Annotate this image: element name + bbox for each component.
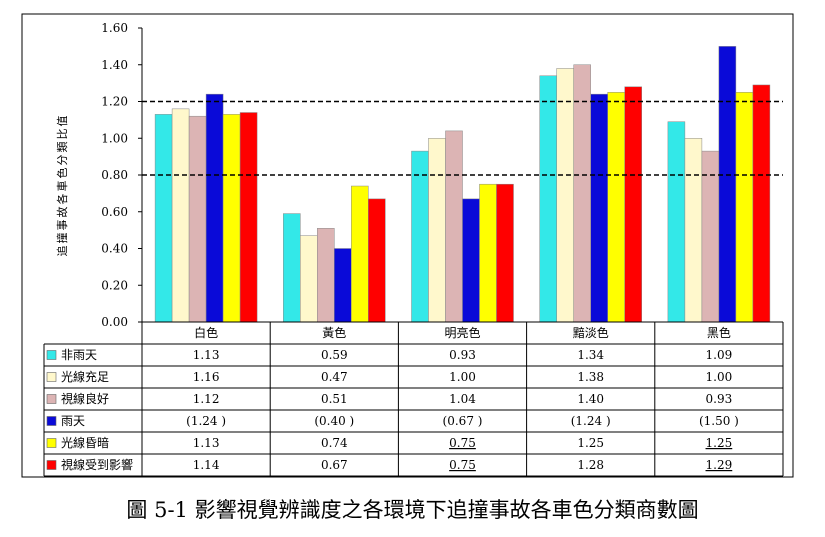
category-label: 黯淡色 bbox=[573, 325, 609, 340]
bar-3-1 bbox=[188, 115, 207, 323]
data-label: (1.50 ) bbox=[699, 414, 739, 428]
data-label: 0.51 bbox=[321, 392, 348, 406]
data-label: 0.75 bbox=[449, 436, 476, 450]
y-tick-label: 1.20 bbox=[101, 95, 128, 109]
data-label: 0.93 bbox=[449, 348, 476, 362]
bar-2-3 bbox=[428, 138, 446, 323]
bar-4-1 bbox=[205, 93, 224, 323]
category-label: 明亮色 bbox=[444, 325, 480, 340]
chart-frame bbox=[21, 13, 794, 478]
data-label: 1.16 bbox=[193, 370, 220, 384]
y-tick-label: 1.00 bbox=[101, 131, 128, 145]
data-label: 1.29 bbox=[706, 458, 733, 472]
category-label: 黑色 bbox=[707, 326, 731, 340]
data-label: (1.24 ) bbox=[186, 414, 226, 428]
data-label: 1.00 bbox=[706, 370, 733, 384]
bar-2-5 bbox=[684, 138, 703, 323]
data-label: (1.24 ) bbox=[571, 414, 611, 428]
bar-2-4 bbox=[556, 68, 574, 323]
legend-label: 非雨天 bbox=[61, 348, 97, 362]
data-label: 1.14 bbox=[193, 458, 220, 472]
legend-label: 光線昏暗 bbox=[61, 435, 109, 450]
data-label: 0.93 bbox=[706, 392, 733, 406]
bar-1-2 bbox=[283, 213, 301, 323]
bar-6-4 bbox=[624, 86, 642, 323]
data-label: 1.00 bbox=[449, 370, 476, 384]
y-axis-title: 追撞事故各車色分類比值 bbox=[55, 114, 69, 257]
bar-3-3 bbox=[445, 130, 463, 323]
y-tick-label: 0.80 bbox=[101, 168, 128, 182]
data-label: (0.67 ) bbox=[443, 414, 483, 428]
data-label: 1.04 bbox=[449, 392, 476, 406]
y-tick-label: 1.60 bbox=[101, 21, 128, 35]
bar-1-4 bbox=[539, 75, 557, 323]
bar-4-5 bbox=[718, 46, 737, 323]
data-label: 0.47 bbox=[321, 370, 348, 384]
legend-label: 光線充足 bbox=[61, 369, 109, 384]
data-label: 1.34 bbox=[577, 348, 604, 362]
legend-label: 雨天 bbox=[61, 414, 85, 428]
data-label: 1.40 bbox=[577, 392, 604, 406]
legend-swatch bbox=[46, 460, 57, 470]
y-tick-label: 0.40 bbox=[101, 242, 128, 256]
bar-6-2 bbox=[368, 198, 386, 323]
category-label: 黃色 bbox=[322, 326, 346, 340]
bar-4-2 bbox=[334, 248, 352, 323]
data-label: 1.25 bbox=[577, 436, 604, 450]
legend-swatch bbox=[46, 394, 57, 404]
data-label: 0.74 bbox=[321, 436, 348, 450]
bar-1-1 bbox=[154, 114, 173, 323]
y-tick-label: 0.20 bbox=[101, 278, 128, 292]
legend-swatch bbox=[46, 438, 57, 448]
bar-1-5 bbox=[667, 121, 686, 323]
data-label: 0.59 bbox=[321, 348, 348, 362]
legend-swatch bbox=[46, 372, 57, 382]
legend-label: 視線受到影響 bbox=[61, 457, 133, 472]
data-label: (0.40 ) bbox=[314, 414, 354, 428]
bar-5-1 bbox=[222, 114, 241, 323]
legend-swatch bbox=[46, 416, 57, 426]
legend-swatch bbox=[46, 350, 57, 360]
bar-6-5 bbox=[752, 84, 771, 323]
data-label: 1.13 bbox=[193, 348, 220, 362]
bar-3-4 bbox=[573, 64, 591, 323]
y-tick-label: 1.40 bbox=[101, 58, 128, 72]
bar-3-2 bbox=[317, 228, 335, 323]
bar-2-2 bbox=[300, 235, 318, 323]
bar-1-3 bbox=[411, 150, 429, 323]
data-label: 1.28 bbox=[577, 458, 604, 472]
legend-label: 視線良好 bbox=[61, 391, 109, 406]
bar-5-3 bbox=[479, 183, 497, 323]
bar-6-3 bbox=[496, 183, 514, 323]
bar-4-4 bbox=[590, 93, 608, 323]
data-label: 0.67 bbox=[321, 458, 348, 472]
bar-5-4 bbox=[607, 92, 625, 323]
bar-4-3 bbox=[462, 198, 480, 323]
data-label: 1.25 bbox=[706, 436, 733, 450]
bar-5-2 bbox=[351, 185, 369, 323]
bar-2-1 bbox=[171, 108, 190, 323]
bar-3-5 bbox=[701, 150, 720, 323]
figure-caption: 圖 5-1 影響視覺辨識度之各環境下追撞事故各車色分類商數圖 bbox=[126, 498, 699, 522]
data-label: 1.13 bbox=[193, 436, 220, 450]
bar-5-5 bbox=[735, 92, 754, 323]
data-label: 1.12 bbox=[193, 392, 220, 406]
category-label: 白色 bbox=[194, 325, 218, 340]
y-tick-label: 0.60 bbox=[101, 205, 128, 219]
data-label: 0.75 bbox=[449, 458, 476, 472]
y-tick-label: 0.00 bbox=[101, 315, 128, 329]
data-label: 1.38 bbox=[577, 370, 604, 384]
data-label: 1.09 bbox=[706, 348, 733, 362]
bar-6-1 bbox=[239, 112, 258, 323]
